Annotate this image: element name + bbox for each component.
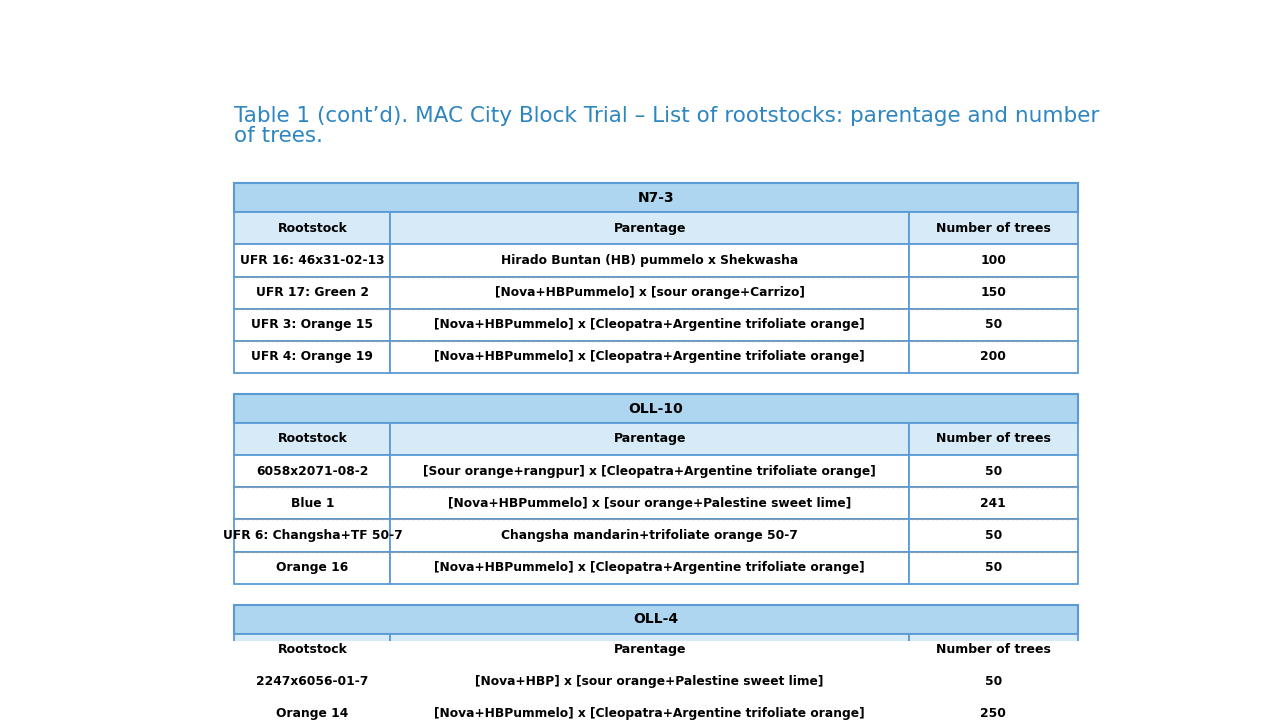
Text: [Nova+HBPummelo] x [Cleopatra+Argentine trifoliate orange]: [Nova+HBPummelo] x [Cleopatra+Argentine …: [434, 351, 865, 364]
Text: Rootstock: Rootstock: [278, 433, 347, 446]
Bar: [909, 212, 1078, 244]
Bar: [390, 698, 909, 720]
Bar: [390, 309, 909, 341]
Bar: [390, 634, 909, 666]
Text: Blue 1: Blue 1: [291, 497, 334, 510]
Text: 50: 50: [984, 529, 1002, 542]
Text: 100: 100: [980, 254, 1006, 267]
Text: Rootstock: Rootstock: [278, 643, 347, 656]
Text: UFR 3: Orange 15: UFR 3: Orange 15: [251, 318, 374, 331]
Text: 50: 50: [984, 464, 1002, 477]
Text: Orange 16: Orange 16: [276, 561, 348, 574]
Bar: [234, 698, 390, 720]
Bar: [234, 212, 390, 244]
Text: Table 1 (cont’d). MAC City Block Trial – List of rootstocks: parentage and numbe: Table 1 (cont’d). MAC City Block Trial –…: [234, 106, 1100, 126]
Text: [Nova+HBPummelo] x [sour orange+Palestine sweet lime]: [Nova+HBPummelo] x [sour orange+Palestin…: [448, 497, 851, 510]
Text: 250: 250: [980, 708, 1006, 720]
Text: N7-3: N7-3: [637, 191, 675, 204]
Text: 200: 200: [980, 351, 1006, 364]
Text: Parentage: Parentage: [613, 433, 686, 446]
Bar: [909, 423, 1078, 455]
Bar: [390, 212, 909, 244]
Bar: [390, 666, 909, 698]
Bar: [909, 455, 1078, 487]
Bar: [234, 487, 390, 519]
Bar: [390, 455, 909, 487]
Bar: [909, 276, 1078, 309]
Bar: [390, 519, 909, 552]
Text: OLL-4: OLL-4: [634, 612, 678, 626]
Bar: [390, 552, 909, 584]
Text: [Nova+HBPummelo] x [Cleopatra+Argentine trifoliate orange]: [Nova+HBPummelo] x [Cleopatra+Argentine …: [434, 561, 865, 574]
Text: OLL-10: OLL-10: [628, 402, 684, 415]
Text: Hirado Buntan (HB) pummelo x Shekwasha: Hirado Buntan (HB) pummelo x Shekwasha: [500, 254, 799, 267]
Bar: [234, 423, 390, 455]
Bar: [909, 519, 1078, 552]
Text: [Nova+HBPummelo] x [sour orange+Carrizo]: [Nova+HBPummelo] x [sour orange+Carrizo]: [495, 286, 805, 299]
Text: UFR 17: Green 2: UFR 17: Green 2: [256, 286, 369, 299]
Bar: [909, 698, 1078, 720]
Bar: [234, 552, 390, 584]
Text: [Nova+HBP] x [sour orange+Palestine sweet lime]: [Nova+HBP] x [sour orange+Palestine swee…: [475, 675, 824, 688]
Text: Orange 14: Orange 14: [276, 708, 348, 720]
Bar: [234, 309, 390, 341]
Bar: [909, 666, 1078, 698]
Bar: [234, 341, 390, 373]
Text: UFR 6: Changsha+TF 50-7: UFR 6: Changsha+TF 50-7: [223, 529, 402, 542]
Text: Rootstock: Rootstock: [278, 222, 347, 235]
Bar: [390, 487, 909, 519]
Text: Number of trees: Number of trees: [936, 222, 1051, 235]
Text: 50: 50: [984, 675, 1002, 688]
Bar: [234, 455, 390, 487]
Text: UFR 16: 46x31-02-13: UFR 16: 46x31-02-13: [241, 254, 385, 267]
Bar: [909, 552, 1078, 584]
Bar: [234, 519, 390, 552]
Text: Changsha mandarin+trifoliate orange 50-7: Changsha mandarin+trifoliate orange 50-7: [502, 529, 799, 542]
Bar: [909, 244, 1078, 276]
Bar: [390, 341, 909, 373]
Bar: [234, 244, 390, 276]
Text: [Sour orange+rangpur] x [Cleopatra+Argentine trifoliate orange]: [Sour orange+rangpur] x [Cleopatra+Argen…: [424, 464, 876, 477]
Text: 6058x2071-08-2: 6058x2071-08-2: [256, 464, 369, 477]
Bar: [234, 276, 390, 309]
Bar: [909, 634, 1078, 666]
Text: [Nova+HBPummelo] x [Cleopatra+Argentine trifoliate orange]: [Nova+HBPummelo] x [Cleopatra+Argentine …: [434, 318, 865, 331]
Text: 50: 50: [984, 561, 1002, 574]
Text: Number of trees: Number of trees: [936, 433, 1051, 446]
Text: UFR 4: Orange 19: UFR 4: Orange 19: [251, 351, 374, 364]
Text: 2247x6056-01-7: 2247x6056-01-7: [256, 675, 369, 688]
Text: 150: 150: [980, 286, 1006, 299]
Bar: [909, 341, 1078, 373]
Text: 241: 241: [980, 497, 1006, 510]
Bar: [390, 276, 909, 309]
Text: 50: 50: [984, 318, 1002, 331]
Bar: [234, 666, 390, 698]
Bar: [909, 309, 1078, 341]
Text: of trees.: of trees.: [234, 126, 324, 145]
Text: [Nova+HBPummelo] x [Cleopatra+Argentine trifoliate orange]: [Nova+HBPummelo] x [Cleopatra+Argentine …: [434, 708, 865, 720]
Bar: [234, 605, 1078, 634]
Text: Parentage: Parentage: [613, 643, 686, 656]
Text: Parentage: Parentage: [613, 222, 686, 235]
Text: Number of trees: Number of trees: [936, 643, 1051, 656]
Bar: [234, 184, 1078, 212]
Bar: [909, 487, 1078, 519]
Bar: [390, 244, 909, 276]
Bar: [234, 394, 1078, 423]
Bar: [234, 634, 390, 666]
Bar: [390, 423, 909, 455]
